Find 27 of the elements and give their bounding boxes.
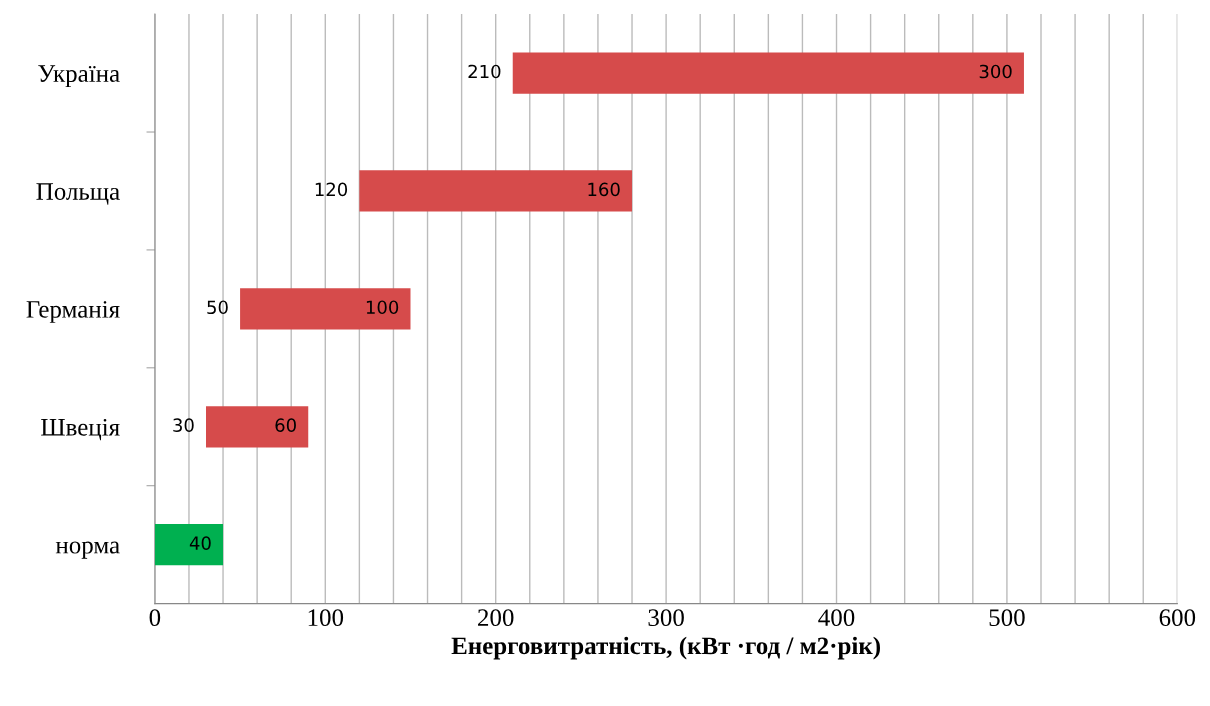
- x-tick-label: 500: [989, 609, 1025, 627]
- x-tick-label: 300: [648, 609, 684, 627]
- annotation: 50: [207, 300, 228, 315]
- annotation: 30: [173, 418, 194, 433]
- data-label: 40: [189, 536, 211, 550]
- data-label: 100: [366, 300, 399, 315]
- y-tick-label: Польща: [36, 183, 120, 205]
- y-tick-label: Україна: [38, 65, 120, 88]
- x-tick-label: 100: [308, 609, 344, 627]
- y-tick-label: норма: [55, 541, 120, 559]
- annotation: 210: [468, 64, 501, 79]
- data-label: 160: [588, 182, 620, 197]
- x-axis-title: Енерговитратність, (кВт ·год / м2·рік): [451, 636, 880, 660]
- x-tick-label: 400: [818, 609, 855, 627]
- bar: [359, 170, 633, 212]
- y-tick-label: Германія: [26, 300, 120, 323]
- x-tick-label: 600: [1159, 609, 1196, 627]
- bar: [154, 524, 224, 566]
- bar: [240, 288, 411, 330]
- annotation: 120: [315, 182, 348, 197]
- x-tick-label: 200: [478, 609, 514, 627]
- x-tick-label: 0: [149, 609, 161, 627]
- y-tick-label: Швеція: [41, 418, 120, 441]
- bar: [206, 406, 309, 448]
- data-label: 60: [275, 418, 296, 433]
- bar: [512, 52, 1024, 94]
- data-label: 300: [979, 64, 1012, 79]
